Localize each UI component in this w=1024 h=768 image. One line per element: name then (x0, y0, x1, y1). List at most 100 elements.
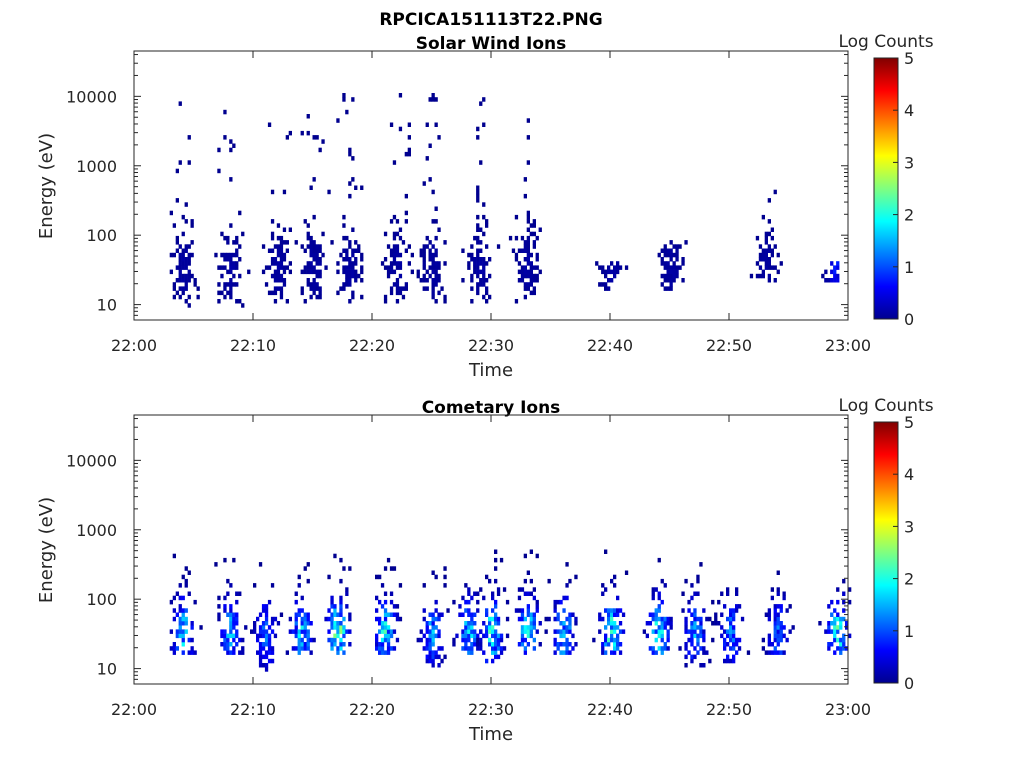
spectrogram-cell (520, 633, 525, 639)
spectrogram-cell (776, 591, 780, 596)
spectrogram-cell (529, 578, 533, 584)
spectrogram-cell (776, 642, 780, 647)
spectrogram-cell (624, 570, 629, 575)
spectrogram-cell (565, 616, 569, 622)
spectrogram-cell (398, 583, 403, 588)
spectrogram-cell (223, 629, 227, 634)
spectrogram-cell (485, 278, 489, 283)
spectrogram-cell (389, 252, 394, 258)
spectrogram-cell (315, 252, 319, 258)
spectrogram-cell (714, 621, 718, 626)
spectrogram-cell (431, 650, 435, 655)
spectrogram-cell (476, 240, 480, 245)
spectrogram-cell (348, 147, 352, 153)
spectrogram-cell (467, 629, 471, 634)
spectrogram-cell (657, 625, 661, 630)
spectrogram-cell (559, 599, 563, 605)
spectrogram-cell (610, 269, 614, 275)
spectrogram-cell (505, 616, 510, 622)
spectrogram-cell (172, 646, 176, 651)
spectrogram-cell (392, 604, 397, 609)
spectrogram-cell (491, 646, 495, 651)
spectrogram-cell (660, 257, 664, 262)
spectrogram-cell (735, 608, 739, 613)
spectrogram-cell (732, 625, 736, 630)
spectrogram-cell (392, 248, 397, 253)
spectrogram-cell (285, 265, 289, 270)
spectrogram-cell (375, 633, 379, 639)
spectrogram-cell (616, 261, 620, 266)
y-axis-label: Energy (eV) (36, 497, 57, 603)
spectrogram-cell (276, 244, 281, 249)
spectrogram-cell (276, 269, 281, 275)
spectrogram-cell (172, 553, 176, 559)
spectrogram-cell (333, 612, 337, 617)
spectrogram-cell (428, 257, 432, 262)
spectrogram-cell (431, 290, 435, 296)
spectrogram-cell (294, 629, 298, 634)
spectrogram-cell (720, 633, 724, 639)
spectrogram-cell (696, 642, 700, 647)
spectrogram-cell (714, 612, 718, 617)
spectrogram-cell (395, 299, 400, 304)
spectrogram-cell (604, 625, 608, 630)
spectrogram-cell (226, 646, 230, 651)
spectrogram-cell (428, 650, 432, 655)
spectrogram-cell (276, 278, 281, 283)
spectrogram-cell (288, 227, 292, 232)
spectrogram-cell (181, 214, 185, 220)
spectrogram-cell (696, 574, 700, 580)
spectrogram-cell (654, 621, 658, 626)
spectrogram-cell (184, 219, 188, 224)
spectrogram-cell (178, 616, 182, 622)
spectrogram-cell (342, 265, 346, 270)
spectrogram-cell (333, 633, 337, 639)
spectrogram-cell (339, 642, 343, 647)
spectrogram-cell (830, 599, 834, 605)
spectrogram-cell (473, 633, 477, 639)
spectrogram-cell (499, 557, 504, 563)
spectrogram-cell (717, 599, 721, 605)
spectrogram-cell (300, 616, 304, 622)
spectrogram-cell (559, 642, 563, 647)
spectrogram-cell (196, 286, 200, 291)
spectrogram-cell (488, 629, 492, 634)
spectrogram-cell (491, 629, 495, 634)
spectrogram-cell (223, 608, 227, 613)
spectrogram-cell (422, 633, 426, 639)
spectrogram-cell (392, 244, 397, 249)
spectrogram-cell (681, 257, 685, 262)
spectrogram-cell (267, 599, 272, 605)
spectrogram-cell (690, 633, 694, 639)
spectrogram-cell (660, 646, 664, 651)
spectrogram-cell (398, 261, 403, 266)
spectrogram-cell (431, 642, 435, 647)
spectrogram-cell (455, 633, 459, 639)
spectrogram-cell (565, 637, 569, 643)
spectrogram-cell (312, 286, 316, 291)
spectrogram-cell (735, 637, 739, 643)
spectrogram-cell (235, 282, 239, 287)
spectrogram-cell (235, 591, 239, 596)
spectrogram-cell (767, 616, 771, 622)
spectrogram-cell (779, 650, 783, 655)
spectrogram-cell (618, 629, 623, 634)
spectrogram-cell (437, 633, 441, 639)
spectrogram-cell (491, 625, 495, 630)
spectrogram-cell (360, 294, 364, 300)
spectrogram-cell (386, 625, 391, 630)
spectrogram-cell (315, 135, 319, 140)
spectrogram-cell (833, 265, 837, 270)
spectrogram-cell (702, 608, 706, 613)
spectrogram-cell (324, 616, 328, 622)
spectrogram-cell (729, 608, 733, 613)
spectrogram-cell (737, 637, 742, 643)
spectrogram-cell (830, 621, 834, 626)
spectrogram-cell (464, 621, 468, 626)
spectrogram-cell (666, 248, 670, 253)
colorbar-tick-label: 5 (904, 413, 914, 432)
spectrogram-cell (190, 637, 194, 643)
spectrogram-cell (529, 633, 533, 639)
spectrogram-cell (842, 646, 846, 651)
spectrogram-cell (773, 646, 777, 651)
